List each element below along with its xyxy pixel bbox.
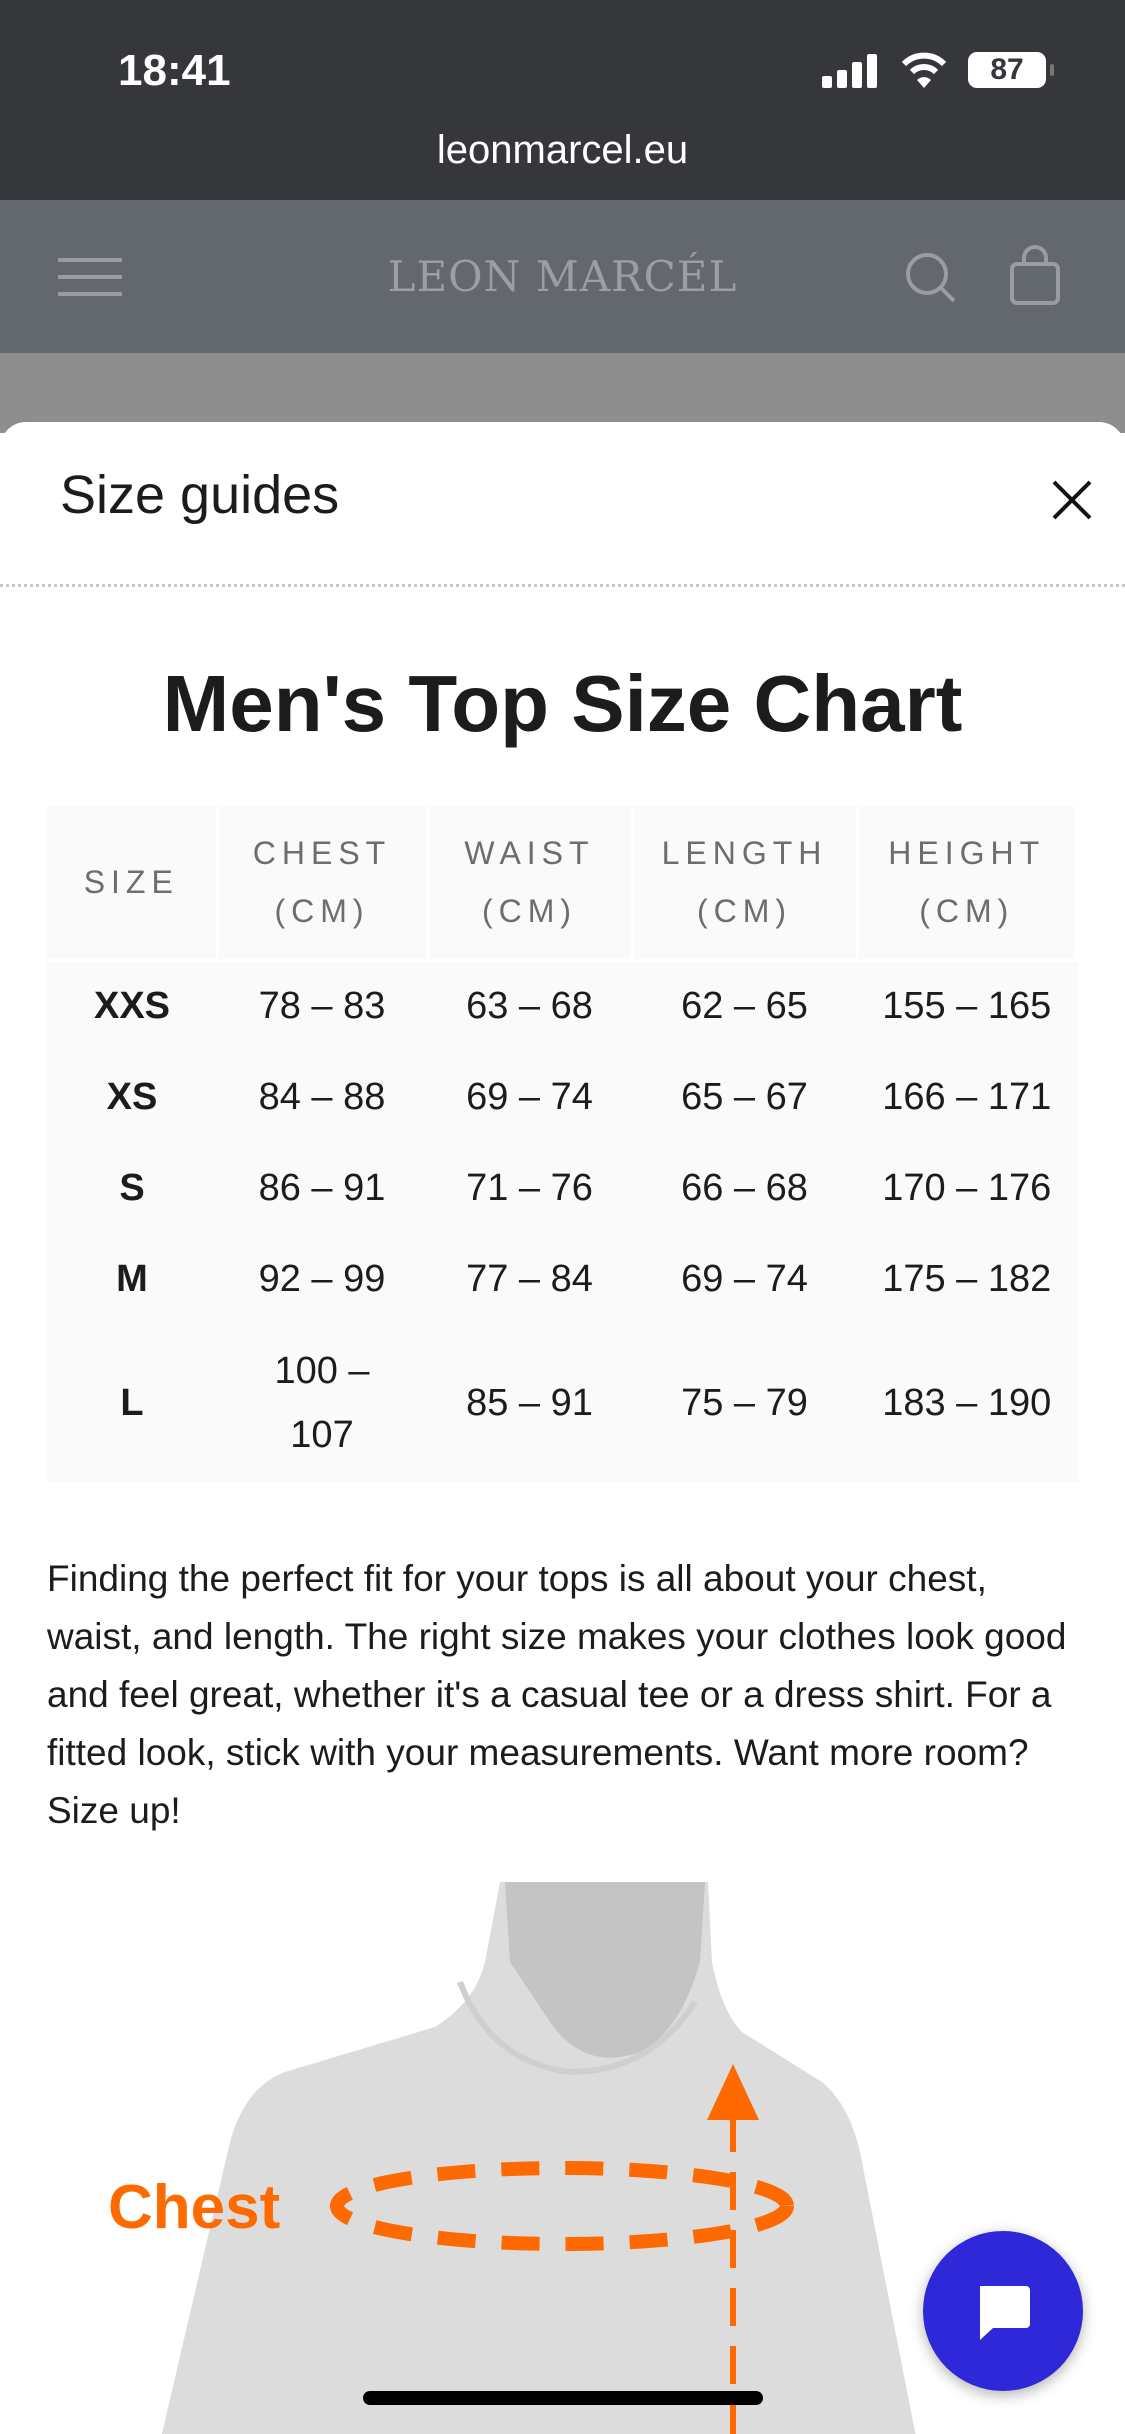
page-overlay[interactable] xyxy=(0,353,1125,433)
signal-icon xyxy=(822,54,877,88)
close-icon[interactable] xyxy=(1050,478,1094,522)
measurement-cell: 77 – 84 xyxy=(466,1257,593,1300)
table-row: S 86 – 91 71 – 76 66 – 68 170 – 176 xyxy=(47,1142,1077,1233)
measurement-cell: 69 – 74 xyxy=(681,1257,808,1300)
home-indicator[interactable] xyxy=(363,2391,763,2405)
measurement-cell: 66 – 68 xyxy=(681,1166,808,1209)
size-cell: S xyxy=(119,1166,145,1209)
measurement-cell: 100 – 107 xyxy=(274,1350,370,1456)
search-icon[interactable] xyxy=(903,250,959,306)
chat-icon xyxy=(980,2286,1030,2340)
table-row: XXS 78 – 83 63 – 68 62 – 65 155 – 165 xyxy=(47,960,1077,1051)
size-cell: XXS xyxy=(93,985,171,1028)
measurement-cell: 69 – 74 xyxy=(466,1075,593,1118)
measurement-cell: 170 – 176 xyxy=(882,1166,1052,1209)
size-guide-modal: Size guides Men's Top Size Chart SIZE CH… xyxy=(0,422,1125,2434)
measurement-cell: 65 – 67 xyxy=(681,1075,808,1118)
battery-icon: 87 xyxy=(968,52,1054,88)
chest-label: Chest xyxy=(108,2173,280,2242)
wifi-icon xyxy=(901,52,947,88)
chat-button[interactable] xyxy=(923,2231,1083,2391)
measurement-cell: 92 – 99 xyxy=(258,1257,386,1300)
table-row: L 100 – 107 85 – 91 75 – 79 183 – 190 xyxy=(47,1324,1077,1482)
column-header: SIZE xyxy=(47,806,219,962)
table-row: M 92 – 99 77 – 84 69 – 74 175 – 182 xyxy=(47,1233,1077,1324)
status-bar: 18:41 87 leonmarcel.eu xyxy=(0,0,1125,200)
measurement-cell: 155 – 165 xyxy=(882,985,1052,1028)
measurement-cell: 75 – 79 xyxy=(681,1382,808,1424)
measurement-cell: 62 – 65 xyxy=(681,985,808,1028)
measurement-cell: 86 – 91 xyxy=(258,1166,386,1209)
measurement-cell: 183 – 190 xyxy=(882,1382,1052,1424)
size-cell: M xyxy=(116,1257,148,1300)
measurement-cell: 84 – 88 xyxy=(258,1075,386,1118)
column-header: HEIGHT (CM) xyxy=(857,806,1078,962)
modal-title: Size guides xyxy=(60,465,340,525)
description-text: Finding the perfect fit for your tops is… xyxy=(47,1558,1067,1831)
chest-measurement-illustration: Chest xyxy=(108,1882,916,2434)
column-header: WAIST (CM) xyxy=(427,806,634,962)
site-logo[interactable]: LEON MARCÉL xyxy=(387,252,738,301)
measurement-cell: 166 – 171 xyxy=(882,1075,1052,1118)
size-table: SIZE CHEST (CM) WAIST (CM) LENGTH (CM) H… xyxy=(47,806,1078,1482)
divider xyxy=(0,584,1125,587)
status-time: 18:41 xyxy=(118,46,231,95)
column-header: LENGTH (CM) xyxy=(632,806,859,962)
measurement-cell: 85 – 91 xyxy=(466,1382,593,1424)
url-bar[interactable]: leonmarcel.eu xyxy=(436,128,689,172)
site-header: LEON MARCÉL xyxy=(0,200,1125,353)
column-header: CHEST (CM) xyxy=(217,806,429,962)
chart-title: Men's Top Size Chart xyxy=(162,659,963,748)
table-row: XS 84 – 88 69 – 74 65 – 67 166 – 171 xyxy=(47,1051,1077,1142)
measurement-cell: 71 – 76 xyxy=(466,1166,593,1209)
table-header-row: SIZE CHEST (CM) WAIST (CM) LENGTH (CM) H… xyxy=(47,806,1078,962)
menu-icon[interactable] xyxy=(58,258,122,309)
size-cell: XS xyxy=(106,1075,158,1118)
size-cell: L xyxy=(120,1382,144,1424)
bag-icon[interactable] xyxy=(1008,244,1062,306)
measurement-cell: 63 – 68 xyxy=(466,985,593,1028)
measurement-cell: 78 – 83 xyxy=(258,985,386,1028)
measurement-cell: 175 – 182 xyxy=(882,1257,1052,1300)
